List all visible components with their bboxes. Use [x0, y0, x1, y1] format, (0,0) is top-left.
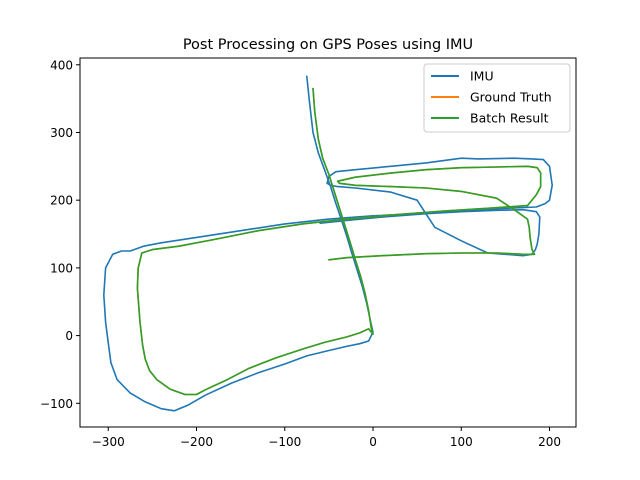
- series-group: [103, 75, 554, 412]
- y-tick-label: 300: [50, 126, 73, 140]
- x-tick-label: 0: [369, 435, 377, 449]
- y-tick-label: 400: [50, 58, 73, 72]
- x-axis: −300 −200 −100 0 100 200: [92, 427, 561, 449]
- x-tick-label: 100: [450, 435, 473, 449]
- x-tick-label: −100: [268, 435, 301, 449]
- legend-label: Batch Result: [470, 111, 549, 126]
- y-axis: −100 0 100 200 300 400: [40, 58, 80, 411]
- legend-label: IMU: [470, 69, 494, 84]
- y-tick-label: 200: [50, 194, 73, 208]
- series-line-batch-result: [136, 87, 542, 396]
- y-tick-label: 0: [65, 329, 73, 343]
- legend-box: [423, 63, 571, 133]
- legend: IMU Ground Truth Batch Result: [423, 63, 571, 133]
- y-tick-label: −100: [40, 397, 73, 411]
- legend-label: Ground Truth: [470, 90, 552, 105]
- x-tick-label: −300: [92, 435, 125, 449]
- x-tick-label: −200: [180, 435, 213, 449]
- x-tick-label: 200: [538, 435, 561, 449]
- y-tick-label: 100: [50, 261, 73, 275]
- chart-title: Post Processing on GPS Poses using IMU: [183, 37, 473, 53]
- plot-area-frame: [79, 57, 577, 428]
